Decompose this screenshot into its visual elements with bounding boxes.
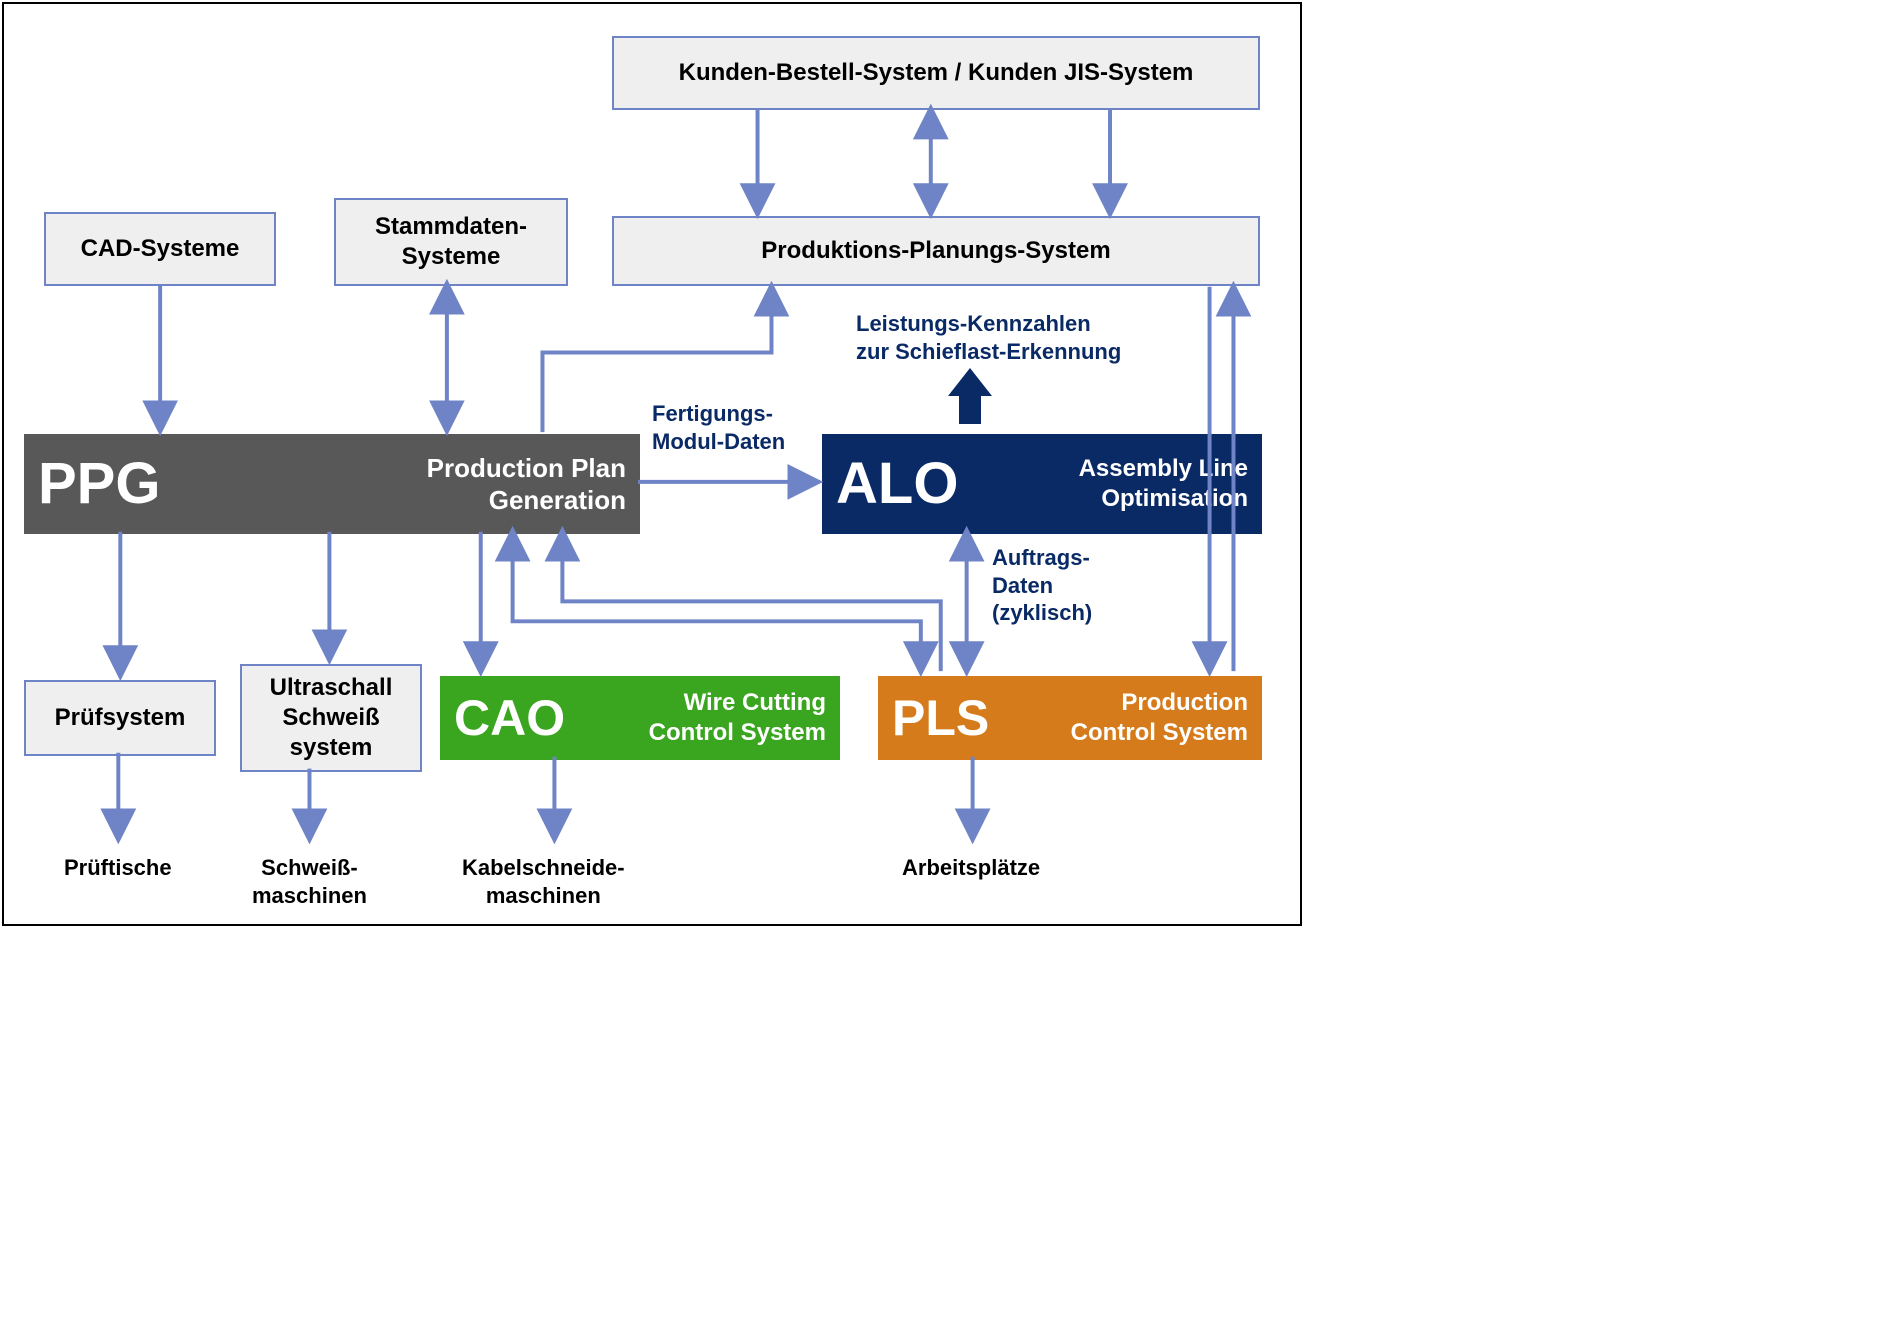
- schweiss-l2: maschinen: [252, 883, 367, 908]
- box-stamm: Stammdaten- Systeme: [334, 198, 568, 286]
- box-ultraschall: Ultraschall Schweiß system: [240, 664, 422, 772]
- ppg-abbr: PPG: [24, 448, 161, 521]
- label-fertigungs: Fertigungs- Modul-Daten: [652, 400, 785, 455]
- fertigungs-l2: Modul-Daten: [652, 429, 785, 454]
- alo-abbr: ALO: [822, 448, 958, 521]
- pls-abbr: PLS: [878, 687, 989, 750]
- fertigungs-l1: Fertigungs-: [652, 401, 773, 426]
- label-prueftische: Prüftische: [64, 854, 172, 882]
- box-pps-label: Produktions-Planungs-System: [761, 236, 1110, 266]
- cao-abbr: CAO: [440, 687, 565, 750]
- prueftische-text: Prüftische: [64, 855, 172, 880]
- big-arrow-icon: [948, 368, 992, 424]
- auftrags-l3: (zyklisch): [992, 600, 1092, 625]
- ppg-sub1: Production Plan: [427, 452, 626, 485]
- label-schweiss: Schweiß- maschinen: [252, 854, 367, 909]
- box-pruefsystem-label: Prüfsystem: [55, 703, 186, 733]
- ppg-sub2: Generation: [489, 484, 626, 517]
- box-pruefsystem: Prüfsystem: [24, 680, 216, 756]
- pls-sub2: Control System: [1071, 718, 1248, 748]
- kabel-l1: Kabelschneide-: [462, 855, 625, 880]
- label-leistungs: Leistungs-Kennzahlen zur Schieflast-Erke…: [856, 310, 1121, 365]
- pls-sub1: Production: [1121, 688, 1248, 718]
- label-auftrags: Auftrags- Daten (zyklisch): [992, 544, 1092, 627]
- arbeits-text: Arbeitsplätze: [902, 855, 1040, 880]
- box-ppg: PPG Production Plan Generation: [24, 434, 640, 534]
- label-arbeits: Arbeitsplätze: [902, 854, 1040, 882]
- box-cad: CAD-Systeme: [44, 212, 276, 286]
- auftrags-l2: Daten: [992, 573, 1053, 598]
- box-kunden: Kunden-Bestell-System / Kunden JIS-Syste…: [612, 36, 1260, 110]
- leistungs-l2: zur Schieflast-Erkennung: [856, 339, 1121, 364]
- kabel-l2: maschinen: [486, 883, 601, 908]
- box-cao: CAO Wire Cutting Control System: [440, 676, 840, 760]
- box-pls: PLS Production Control System: [878, 676, 1262, 760]
- diagram-canvas: Kunden-Bestell-System / Kunden JIS-Syste…: [2, 2, 1302, 926]
- cao-sub2: Control System: [649, 718, 826, 748]
- auftrags-l1: Auftrags-: [992, 545, 1090, 570]
- label-kabel: Kabelschneide- maschinen: [462, 854, 625, 909]
- box-pps: Produktions-Planungs-System: [612, 216, 1260, 286]
- schweiss-l1: Schweiß-: [261, 855, 358, 880]
- alo-sub1: Assembly Line: [1079, 454, 1248, 484]
- box-stamm-label: Stammdaten- Systeme: [375, 212, 527, 272]
- cao-sub1: Wire Cutting: [684, 688, 826, 718]
- box-ultraschall-label: Ultraschall Schweiß system: [270, 673, 393, 763]
- box-alo: ALO Assembly Line Optimisation: [822, 434, 1262, 534]
- box-cad-label: CAD-Systeme: [81, 234, 240, 264]
- alo-sub2: Optimisation: [1101, 484, 1248, 514]
- box-kunden-label: Kunden-Bestell-System / Kunden JIS-Syste…: [679, 58, 1194, 88]
- leistungs-l1: Leistungs-Kennzahlen: [856, 311, 1091, 336]
